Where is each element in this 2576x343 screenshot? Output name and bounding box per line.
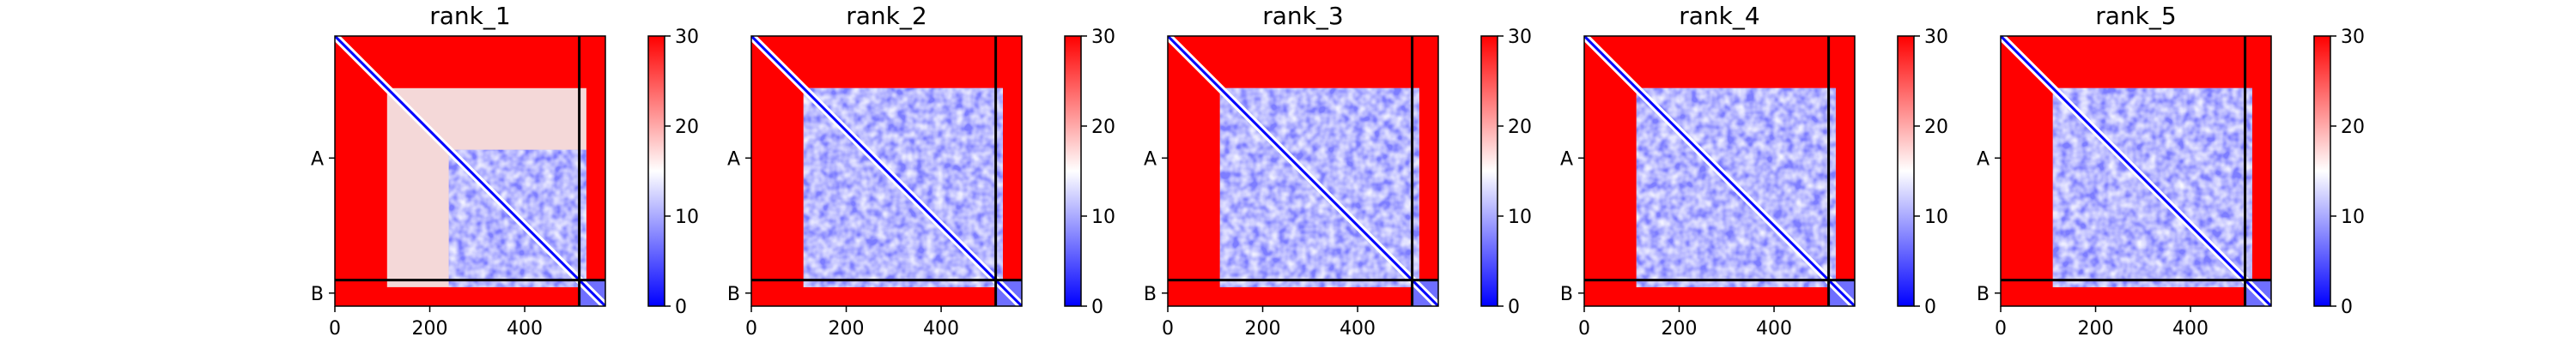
chain-label: A xyxy=(1977,148,1990,170)
x-tick-label: 200 xyxy=(1662,318,1698,340)
heatmap xyxy=(1584,36,1855,306)
colorbar-tick-label: 0 xyxy=(675,297,687,318)
colorbar-tick-label: 0 xyxy=(1091,297,1103,318)
colorbar-frame xyxy=(1480,35,1498,307)
colorbar-tick-label: 30 xyxy=(1091,27,1115,48)
chain-label: B xyxy=(727,284,740,305)
colorbar-tick-label: 10 xyxy=(1924,207,1948,228)
plot-frame xyxy=(2000,35,2272,307)
x-tick-label: 0 xyxy=(745,318,757,340)
colorbar-tick-label: 20 xyxy=(1091,117,1115,138)
heatmap xyxy=(2001,36,2271,306)
x-tick-label: 400 xyxy=(507,318,543,340)
colorbar-tick-label: 20 xyxy=(1508,117,1532,138)
colorbar xyxy=(648,36,665,306)
x-tick-label: 400 xyxy=(923,318,959,340)
heatmap xyxy=(335,36,605,306)
plot-frame xyxy=(1167,35,1439,307)
chain-label: A xyxy=(1560,148,1573,170)
colorbar-tick-label: 30 xyxy=(675,27,699,48)
chain-label: B xyxy=(1144,284,1157,305)
x-tick-label: 0 xyxy=(329,318,341,340)
colorbar-tick-label: 10 xyxy=(1091,207,1115,228)
x-tick-label: 200 xyxy=(2078,318,2114,340)
colorbar-tick-label: 0 xyxy=(1924,297,1936,318)
colorbar-tick-label: 0 xyxy=(1508,297,1520,318)
chain-label: B xyxy=(311,284,324,305)
x-tick-label: 400 xyxy=(1340,318,1376,340)
diagonal xyxy=(335,36,605,306)
heatmap xyxy=(1168,36,1438,306)
colorbar-frame xyxy=(2313,35,2331,307)
x-tick-label: 400 xyxy=(1756,318,1792,340)
colorbar xyxy=(1065,36,1081,306)
x-tick-label: 0 xyxy=(1162,318,1174,340)
diagonal xyxy=(2001,36,2271,306)
colorbar-frame xyxy=(1064,35,1082,307)
colorbar-frame xyxy=(1897,35,1915,307)
colorbar-tick-label: 20 xyxy=(2341,117,2365,138)
diagonal xyxy=(1584,36,1855,306)
colorbar xyxy=(1481,36,1498,306)
panel-title: rank_3 xyxy=(1262,2,1343,30)
colorbar-tick-label: 10 xyxy=(1508,207,1532,228)
plot-frame xyxy=(750,35,1023,307)
colorbar-tick-label: 20 xyxy=(675,117,699,138)
chain-label: A xyxy=(1144,148,1157,170)
colorbar-tick-label: 10 xyxy=(2341,207,2365,228)
diagonal xyxy=(1168,36,1438,306)
x-tick-label: 200 xyxy=(412,318,448,340)
x-tick-label: 400 xyxy=(2172,318,2208,340)
plot-frame xyxy=(1583,35,1856,307)
x-tick-label: 200 xyxy=(829,318,865,340)
panel-title: rank_5 xyxy=(2095,2,2176,30)
chain-label: A xyxy=(727,148,740,170)
colorbar-tick-label: 0 xyxy=(2341,297,2353,318)
x-tick-label: 0 xyxy=(1995,318,2007,340)
colorbar xyxy=(1898,36,1914,306)
chain-label: B xyxy=(1560,284,1573,305)
chain-label: A xyxy=(311,148,324,170)
colorbar-tick-label: 20 xyxy=(1924,117,1948,138)
colorbar-tick-label: 30 xyxy=(2341,27,2365,48)
diagonal xyxy=(751,36,1022,306)
colorbar-tick-label: 30 xyxy=(1508,27,1532,48)
colorbar xyxy=(2314,36,2330,306)
heatmap xyxy=(751,36,1022,306)
colorbar-tick-label: 10 xyxy=(675,207,699,228)
x-tick-label: 0 xyxy=(1578,318,1590,340)
chain-label: B xyxy=(1977,284,1990,305)
colorbar-tick-label: 30 xyxy=(1924,27,1948,48)
panel-title: rank_1 xyxy=(429,2,510,30)
colorbar-frame xyxy=(647,35,665,307)
plot-frame xyxy=(334,35,606,307)
panel-title: rank_2 xyxy=(846,2,927,30)
x-tick-label: 200 xyxy=(1245,318,1281,340)
panel-title: rank_4 xyxy=(1679,2,1759,30)
